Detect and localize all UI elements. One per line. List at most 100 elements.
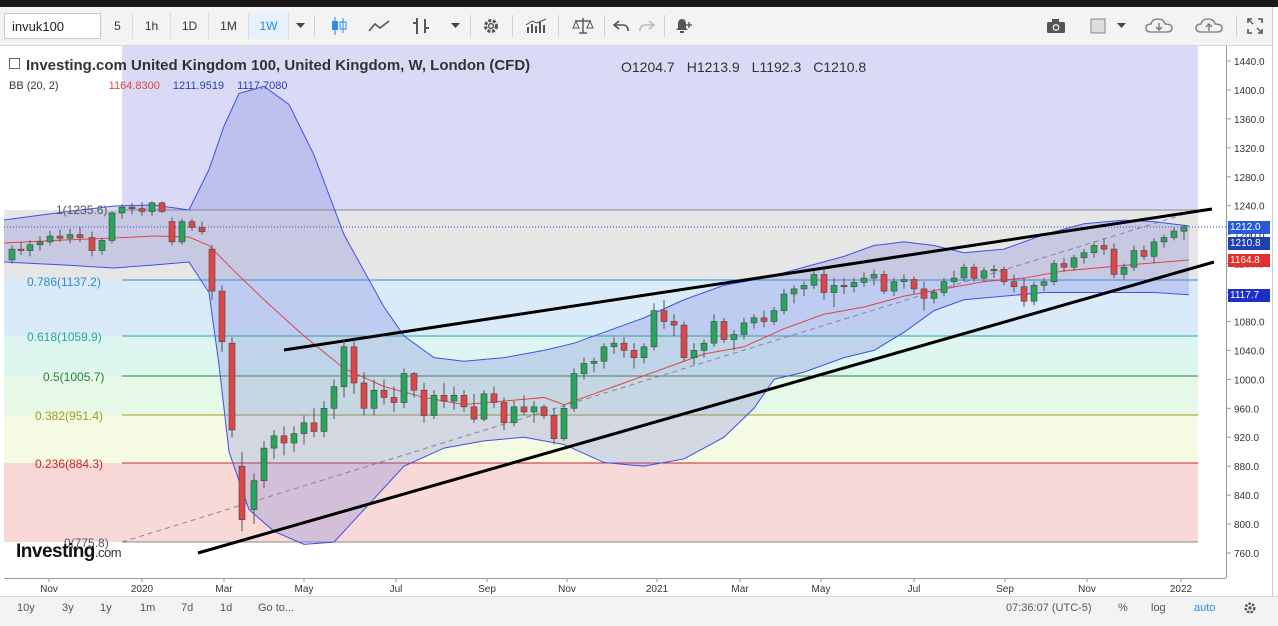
symbol-input[interactable]: invuk100 xyxy=(4,13,101,39)
range-1m[interactable]: 1m xyxy=(140,602,156,614)
price-tick-label: 1320.0 xyxy=(1234,144,1265,155)
candle-up xyxy=(450,394,458,402)
trendlines[interactable] xyxy=(197,207,1215,555)
candle-up xyxy=(610,342,618,348)
color-dropdown-icon[interactable] xyxy=(1112,13,1130,39)
log-toggle[interactable]: log xyxy=(1151,602,1166,614)
candle-down xyxy=(720,321,728,340)
candles-icon[interactable] xyxy=(322,13,356,39)
candle-down xyxy=(218,290,226,343)
candle-up xyxy=(300,422,308,434)
price-tick-label: 1200.0 xyxy=(1234,231,1265,242)
candle-down xyxy=(410,373,418,391)
bb-label[interactable]: BB (20, 2) xyxy=(9,80,59,92)
time-tick-label: Mar xyxy=(731,584,749,595)
candle-up xyxy=(600,346,608,362)
clock-display[interactable]: 07:36:07 (UTC-5) xyxy=(1006,602,1092,614)
bb-lower-line xyxy=(4,261,1190,545)
range-1d[interactable]: 1d xyxy=(220,602,233,614)
interval-1m-button[interactable]: 1M xyxy=(209,13,249,39)
auto-toggle[interactable]: auto xyxy=(1194,602,1216,614)
chart-pane[interactable] xyxy=(4,46,1226,578)
range-1y[interactable]: 1y xyxy=(100,602,112,614)
price-tick-label: 1400.0 xyxy=(1234,86,1265,97)
candle-up xyxy=(400,373,408,403)
interval-1d-button[interactable]: 1D xyxy=(171,13,209,39)
price-tick-label: 960.0 xyxy=(1234,404,1259,415)
fib-band xyxy=(122,46,1198,210)
bars-icon[interactable] xyxy=(404,13,438,39)
candle-up xyxy=(250,480,258,510)
candle-up xyxy=(810,274,818,286)
candle-down xyxy=(1060,263,1068,268)
chart-type-dropdown-icon[interactable] xyxy=(444,13,466,39)
cloud-upload-icon[interactable] xyxy=(1190,13,1228,39)
fibonacci-retracement xyxy=(4,46,1226,543)
candle-down xyxy=(188,221,196,228)
price-tick-label: 840.0 xyxy=(1234,491,1259,502)
interval-1w-button[interactable]: 1W xyxy=(249,13,289,39)
fib-band xyxy=(4,210,1198,280)
interval-dropdown-icon[interactable] xyxy=(289,13,311,39)
open-label: O xyxy=(621,59,632,75)
fib-label-0382: 0.382(951.4) xyxy=(35,409,104,423)
time-tick-label: 2021 xyxy=(646,584,669,595)
camera-icon[interactable] xyxy=(1040,13,1072,39)
price-tick-label: 1440.0 xyxy=(1234,57,1265,68)
settings-gear-icon[interactable] xyxy=(476,13,506,39)
candle-up xyxy=(36,241,44,246)
fib-label-0786: 0.786(1137.2) xyxy=(27,275,101,289)
indicators-icon[interactable] xyxy=(520,13,552,39)
candle-up xyxy=(690,350,698,358)
candle-down xyxy=(138,208,146,212)
candle-down xyxy=(680,324,688,358)
candle-up xyxy=(570,373,578,409)
candle-up xyxy=(650,310,658,348)
candle-down xyxy=(470,406,478,420)
candle-up xyxy=(890,281,898,292)
price-axis[interactable]: 1440.0 1400.0 1360.0 1320.0 1280.0 1240.0 1200… xyxy=(1226,46,1273,578)
goto-button[interactable]: Go to... xyxy=(258,602,295,614)
candle-down xyxy=(238,465,246,521)
alert-bell-icon[interactable] xyxy=(668,13,698,39)
candle-down xyxy=(1140,250,1148,257)
ohlc-values: O1204.7 H1213.9 L1192.3 C1210.8 xyxy=(621,59,866,75)
redo-icon[interactable] xyxy=(634,13,660,39)
window-right-edge xyxy=(1272,7,1278,596)
price-tick-label: 1360.0 xyxy=(1234,115,1265,126)
candle-up xyxy=(1040,281,1048,286)
low-label: L xyxy=(751,59,760,75)
candle-down xyxy=(820,274,828,293)
scales-icon[interactable] xyxy=(566,13,600,39)
percent-toggle[interactable]: % xyxy=(1118,602,1128,614)
candle-up xyxy=(260,447,268,481)
undo-icon[interactable] xyxy=(608,13,634,39)
range-7d[interactable]: 7d xyxy=(181,602,194,614)
candle-down xyxy=(1100,245,1108,250)
candle-up xyxy=(790,288,798,295)
cloud-download-icon[interactable] xyxy=(1140,13,1178,39)
candle-up xyxy=(1150,241,1158,257)
bb-legend: BB (20, 2) 1164.8300 1211.9519 1117.7080 xyxy=(9,80,288,92)
line-chart-icon[interactable] xyxy=(362,13,396,39)
candle-up xyxy=(1080,252,1088,259)
fullscreen-icon[interactable] xyxy=(1240,13,1270,39)
collapse-square-icon[interactable] xyxy=(9,58,20,69)
time-axis[interactable]: Nov 2020 Mar May Jul Sep Nov 2021 Mar May Jul Sep No… xyxy=(4,578,1226,597)
color-square-icon[interactable] xyxy=(1084,13,1112,39)
candle-up xyxy=(1090,245,1098,254)
close-price-tag: 1210.8 xyxy=(1228,237,1270,250)
range-3y[interactable]: 3y xyxy=(62,602,74,614)
candle-down xyxy=(880,274,888,292)
range-10y[interactable]: 10y xyxy=(17,602,35,614)
candle-up xyxy=(560,407,568,439)
candle-up xyxy=(46,235,54,243)
price-chart[interactable] xyxy=(4,46,1226,578)
interval-5-button[interactable]: 5 xyxy=(103,13,133,39)
interval-1h-button[interactable]: 1h xyxy=(133,13,171,39)
fib-band xyxy=(4,280,1198,336)
candle-down xyxy=(440,394,448,402)
candle-down xyxy=(158,202,166,212)
axis-settings-gear-icon[interactable] xyxy=(1243,601,1257,618)
time-axis-labels: Nov 2020 Mar May Jul Sep Nov 2021 Mar May Jul Sep No… xyxy=(40,579,1193,595)
